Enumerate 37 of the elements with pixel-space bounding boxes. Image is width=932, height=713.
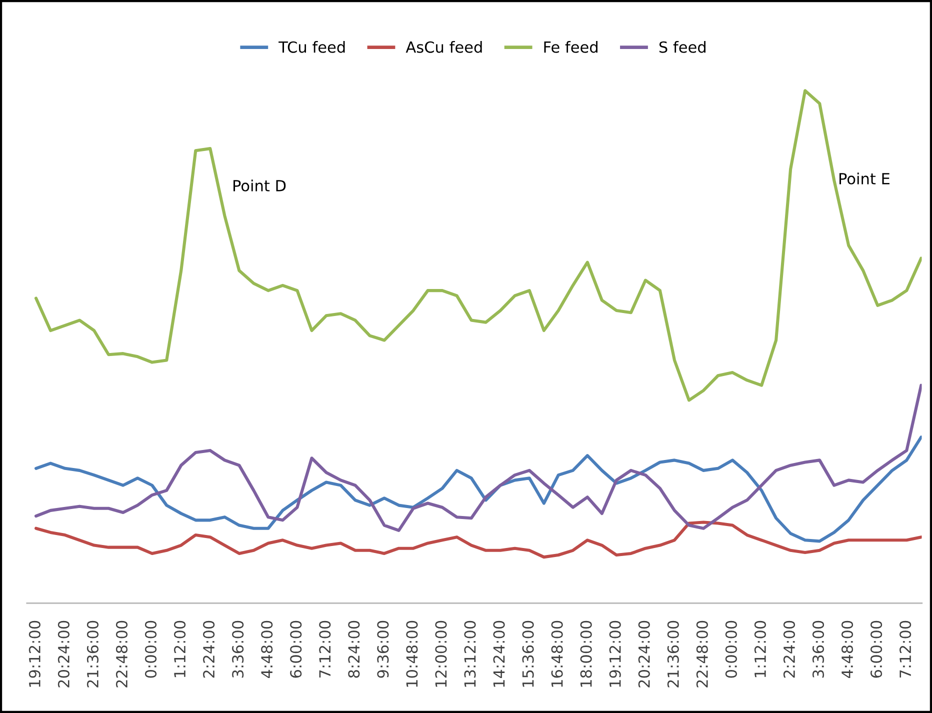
x-tick-label: 4:48:00: [261, 620, 273, 678]
x-tick-label: 13:12:00: [464, 620, 476, 687]
x-tick-label: 2:24:00: [783, 620, 796, 678]
x-tick-label: 8:24:00: [348, 620, 360, 678]
x-tick-label: 7:12:00: [900, 620, 912, 678]
legend-label: TCu feed: [278, 41, 345, 53]
x-tick-label: 15:36:00: [522, 620, 534, 687]
x-tick-label: 3:36:00: [812, 620, 824, 678]
x-tick-label: 14:24:00: [493, 620, 505, 687]
x-tick-label: 18:00:00: [580, 620, 592, 687]
x-tick-label: 3:36:00: [232, 620, 244, 678]
x-tick-label: 16:48:00: [551, 620, 563, 687]
x-tick-label: 22:48:00: [696, 620, 708, 688]
x-tick-label: 22:48:00: [116, 620, 128, 688]
x-tick-label: 1:12:00: [754, 620, 766, 678]
x-tick-label: 6:00:00: [290, 620, 302, 678]
legend-label: Fe feed: [544, 41, 598, 53]
x-tick-label: 20:24:00: [638, 620, 650, 688]
annotation: Point D: [234, 180, 286, 192]
x-tick-label: 19:12:00: [609, 620, 621, 687]
legend-label: AsCu feed: [406, 41, 482, 53]
x-tick-label: 0:00:00: [144, 620, 157, 678]
legend-label: S feed: [659, 41, 706, 53]
x-tick-label: 6:00:00: [870, 620, 882, 678]
annotation: Point E: [840, 172, 890, 184]
x-tick-label: 9:36:00: [377, 620, 389, 678]
x-tick-label: 1:12:00: [174, 620, 186, 678]
x-tick-label: 4:48:00: [841, 620, 854, 678]
x-tick-label: 12:00:00: [435, 620, 447, 687]
x-tick-label: 10:48:00: [406, 620, 418, 687]
x-tick-label: 0:00:00: [725, 620, 737, 678]
x-tick-label: 20:24:00: [58, 620, 70, 688]
x-tick-label: 21:36:00: [86, 620, 98, 688]
x-tick-label: 21:36:00: [667, 620, 679, 688]
x-tick-label: 19:12:00: [28, 620, 40, 687]
x-tick-label: 2:24:00: [203, 620, 215, 678]
x-tick-label: 7:12:00: [319, 620, 331, 678]
